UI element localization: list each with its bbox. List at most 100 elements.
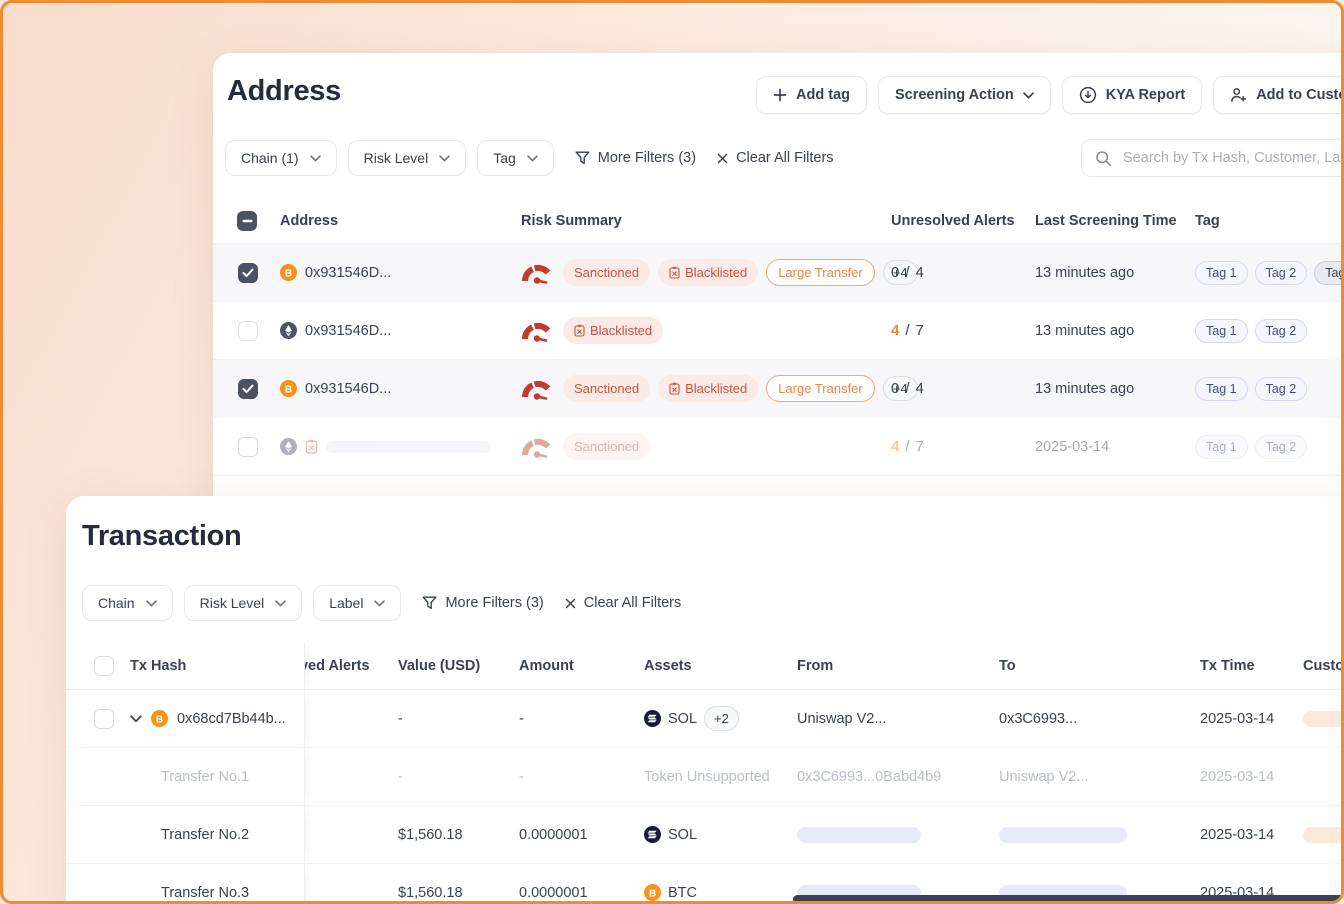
address-actions: Add tag Screening Action KYA Report Add … <box>756 76 1341 114</box>
more-filters-button[interactable]: More Filters (3) <box>575 150 696 166</box>
chain-filter-dropdown[interactable]: Chain <box>82 585 173 621</box>
tx-time: 2025-03-14 <box>1200 768 1275 785</box>
customer-skeleton <box>1303 710 1341 727</box>
screening-action-button[interactable]: Screening Action <box>877 76 1051 114</box>
transfer-row[interactable]: Transfer No.1 - - Token Unsupported 0x3C… <box>66 748 1341 806</box>
bitcoin-icon: B <box>280 380 297 397</box>
ethereum-icon <box>280 438 297 455</box>
badge-sanctioned: Sanctioned <box>563 375 651 402</box>
more-filters-button[interactable]: More Filters (3) <box>422 595 544 611</box>
clipboard-x-icon <box>669 382 680 395</box>
search-input[interactable] <box>1121 149 1341 167</box>
col-header-tag: Tag <box>1195 212 1220 229</box>
badge-blacklisted: Blacklisted <box>658 259 759 286</box>
chevron-down-icon <box>309 154 321 162</box>
col-header-risk-summary: Risk Summary <box>521 212 622 229</box>
transaction-table: Unresolved Alerts Tx Hash Value (USD) Am… <box>66 643 1341 901</box>
page-title-transaction: Transaction <box>82 520 242 552</box>
tag-pill: Tag 1 <box>1195 260 1248 285</box>
select-all-checkbox[interactable] <box>94 656 114 676</box>
chevron-down-icon <box>145 599 157 607</box>
tag-filter-dropdown[interactable]: Tag <box>477 140 554 176</box>
col-header-to: To <box>999 658 1016 674</box>
row-checkbox-unchecked[interactable] <box>94 708 114 729</box>
value-usd: $1,560.18 <box>398 826 463 843</box>
chevron-down-icon <box>374 599 386 607</box>
to-entity[interactable]: 0x3C6993... <box>999 710 1078 727</box>
solana-icon <box>644 826 661 843</box>
address-row-loading[interactable]: Sanctioned 4/7 2025-03-14 Tag 1 Tag 2 <box>213 418 1341 476</box>
address-hash[interactable]: 0x931546D... <box>305 322 392 339</box>
horizontal-scrollbar-thumb[interactable] <box>793 895 1341 901</box>
last-screening-time: 13 minutes ago <box>1035 322 1135 339</box>
row-checkbox-checked[interactable] <box>238 378 258 399</box>
bitcoin-icon: B <box>644 884 661 901</box>
last-screening-time: 13 minutes ago <box>1035 264 1135 281</box>
risk-gauge-icon <box>521 435 555 459</box>
tag-pill: Tag 2 <box>1254 318 1308 343</box>
transaction-row[interactable]: B 0x68cd7Bb44b... - - SOL +2 Uniswap V2.… <box>66 690 1341 748</box>
tx-time: 2025-03-14 <box>1200 826 1275 843</box>
row-checkbox-checked[interactable] <box>238 262 258 283</box>
kya-report-button[interactable]: KYA Report <box>1061 76 1203 114</box>
customer-skeleton <box>1303 826 1341 843</box>
transfer-label: Transfer No.2 <box>161 826 250 843</box>
value-usd: - <box>398 710 403 727</box>
chain-filter-dropdown[interactable]: Chain (1) <box>225 140 337 176</box>
tx-hash[interactable]: 0x68cd7Bb44b... <box>177 710 286 727</box>
chevron-down-icon <box>526 154 538 162</box>
col-header-address: Address <box>280 212 339 229</box>
more-assets-chip[interactable]: +2 <box>704 706 739 731</box>
address-row[interactable]: B 0x931546D... Sanctioned Blacklisted La… <box>213 244 1341 302</box>
risk-level-filter-dropdown[interactable]: Risk Level <box>183 585 303 621</box>
from-skeleton <box>797 826 921 843</box>
value-usd: - <box>398 768 403 785</box>
tag-pill: Tag 3 <box>1314 260 1341 285</box>
svg-text:B: B <box>156 714 163 725</box>
address-table: Address Risk Summary Unresolved Alerts L… <box>213 198 1341 476</box>
address-hash[interactable]: 0x931546D... <box>305 264 392 281</box>
svg-text:B: B <box>285 268 292 279</box>
select-all-checkbox[interactable] <box>237 210 257 231</box>
amount: - <box>519 710 524 727</box>
transaction-panel: Transaction Chain Risk Level Label More … <box>66 496 1341 901</box>
address-filters: Chain (1) Risk Level Tag More Filters (3… <box>225 140 834 176</box>
transfer-row[interactable]: Transfer No.2 $1,560.18 0.0000001 SOL 20… <box>66 806 1341 864</box>
blacklisted-clipboard-icon <box>305 439 318 454</box>
col-header-value-usd: Value (USD) <box>398 658 481 674</box>
address-table-header: Address Risk Summary Unresolved Alerts L… <box>213 198 1341 244</box>
search-icon <box>1095 150 1112 167</box>
address-hash[interactable]: 0x931546D... <box>305 380 392 397</box>
x-icon <box>717 153 728 164</box>
address-row[interactable]: B 0x931546D... Sanctioned Blacklisted La… <box>213 360 1341 418</box>
value-usd: $1,560.18 <box>398 884 463 901</box>
clipboard-x-icon <box>574 324 585 337</box>
label-filter-dropdown[interactable]: Label <box>313 585 402 621</box>
add-tag-button[interactable]: Add tag <box>756 76 867 114</box>
risk-level-filter-dropdown[interactable]: Risk Level <box>347 140 467 176</box>
address-row[interactable]: 0x931546D... Blacklisted 4/7 13 minutes … <box>213 302 1341 360</box>
risk-gauge-icon <box>521 261 555 285</box>
add-to-customer-button[interactable]: Add to Customer <box>1213 76 1341 114</box>
more-badges-chip[interactable]: +4 <box>882 260 918 285</box>
amount: 0.0000001 <box>519 826 588 843</box>
clear-all-filters-button[interactable]: Clear All Filters <box>565 595 681 611</box>
row-checkbox-unchecked[interactable] <box>238 320 258 341</box>
to-entity: Uniswap V2... <box>999 768 1089 785</box>
col-header-from: From <box>797 658 834 674</box>
last-screening-time: 2025-03-14 <box>1035 438 1110 455</box>
add-person-icon <box>1230 87 1247 103</box>
expand-chevron-icon[interactable] <box>130 714 142 723</box>
col-header-assets: Assets <box>644 658 692 674</box>
address-skeleton <box>326 440 491 453</box>
from-entity[interactable]: Uniswap V2... <box>797 710 887 727</box>
clear-all-filters-button[interactable]: Clear All Filters <box>717 150 834 166</box>
from-entity: 0x3C6993...0Babd4b9 <box>797 768 942 785</box>
col-header-tx-time: Tx Time <box>1200 658 1255 674</box>
transaction-table-header: Unresolved Alerts Tx Hash Value (USD) Am… <box>66 643 1341 690</box>
row-checkbox-unchecked[interactable] <box>238 436 258 457</box>
more-badges-chip[interactable]: +4 <box>882 376 918 401</box>
asset-symbol: SOL <box>668 826 698 843</box>
asset-symbol: SOL <box>668 710 698 727</box>
